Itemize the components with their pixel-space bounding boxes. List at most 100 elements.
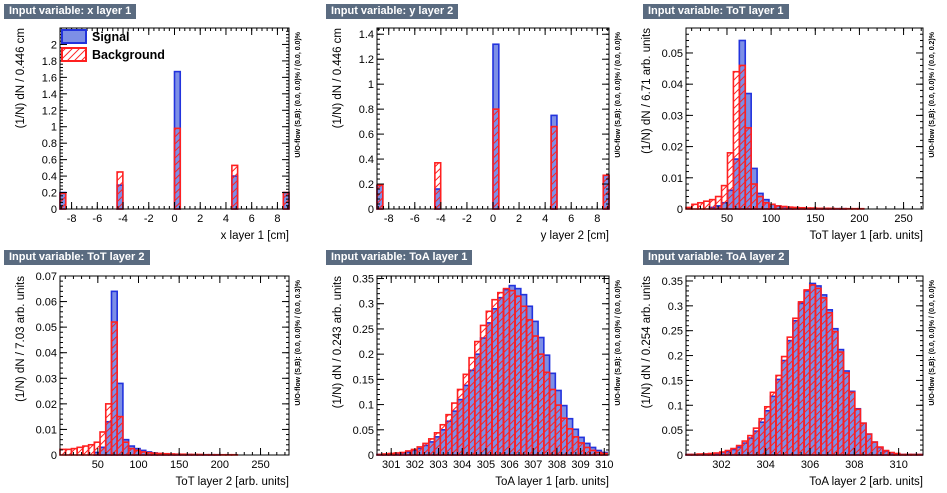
background-bar xyxy=(859,422,867,456)
y-tick-label: 1.2 xyxy=(359,54,374,66)
background-bar xyxy=(64,448,73,456)
y-tick-label: 0.2 xyxy=(42,188,57,200)
x-tick-label: 2 xyxy=(516,213,522,225)
background-bar xyxy=(820,297,828,456)
panel-title-tot-layer-1: Input variable: ToT layer 1 xyxy=(643,4,789,19)
background-bar xyxy=(732,70,741,210)
y-tick-label: 0.4 xyxy=(359,154,374,166)
background-bar xyxy=(769,391,777,456)
background-bar xyxy=(93,441,101,456)
x-tick-label: 50 xyxy=(721,213,733,225)
x-tick-label: 2 xyxy=(197,213,203,225)
x-tick-label: 6 xyxy=(249,213,255,225)
background-bar xyxy=(750,183,758,210)
y-tick-label: 0.02 xyxy=(662,142,683,154)
panel-title-y-layer-2: Input variable: y layer 2 xyxy=(326,4,459,19)
x-tick-label: -4 xyxy=(436,213,446,225)
background-bar xyxy=(577,442,585,456)
legend: Signal Background xyxy=(61,29,165,62)
y-tick-label: 1.4 xyxy=(42,89,57,101)
background-bar xyxy=(116,171,124,210)
background-bar xyxy=(439,423,447,456)
background-bar xyxy=(116,415,124,456)
x-tick-label: 301 xyxy=(382,459,400,471)
background-bar xyxy=(99,431,107,456)
y-tick-label: 1 xyxy=(51,122,57,134)
background-bar xyxy=(752,427,760,456)
background-bar xyxy=(848,391,856,456)
y-tick-label: 1 xyxy=(368,79,374,91)
background-bar xyxy=(133,449,141,456)
plot-frame xyxy=(685,27,924,210)
x-tick-label: 100 xyxy=(762,213,780,225)
background-bar xyxy=(865,433,873,456)
x-tick-label: 304 xyxy=(453,459,471,471)
y-tick-label: 0 xyxy=(368,450,374,462)
y-tick-label: 0.04 xyxy=(662,79,683,91)
y-tick-label: 1.8 xyxy=(42,56,57,68)
background-bar xyxy=(747,434,755,456)
background-bar xyxy=(531,335,539,456)
y-axis-label: (1/N) dN / 0.254 arb. units xyxy=(641,276,653,409)
x-tick-label: 306 xyxy=(801,459,819,471)
background-bar xyxy=(853,408,862,456)
background-bar xyxy=(433,432,442,456)
legend-background-swatch xyxy=(61,47,87,62)
x-axis-label: x layer 1 [cm] xyxy=(221,230,289,242)
overflow-label: U/O-flow (S,B): (0.0, 0.0)% / (0.0, 0.2)… xyxy=(929,31,936,157)
y-tick-label: 0.05 xyxy=(662,48,683,60)
background-bar xyxy=(502,287,511,456)
x-axis-label: ToT layer 1 [arb. units] xyxy=(809,230,923,242)
background-bar xyxy=(231,164,239,210)
background-bar xyxy=(780,355,789,456)
x-tick-label: -8 xyxy=(384,213,394,225)
x-tick-label: -4 xyxy=(118,213,128,225)
y-tick-label: 0.2 xyxy=(668,351,683,363)
overflow-label: U/O-flow (S,B): (0.0, 0.0)% / (0.0, 0.0)… xyxy=(929,279,936,405)
background-bar xyxy=(797,301,805,456)
y-tick-label: 0.03 xyxy=(662,110,683,122)
y-tick-label: 0.07 xyxy=(36,271,57,283)
background-bar xyxy=(548,388,557,456)
background-bar xyxy=(122,441,130,456)
y-tick-label: 0.8 xyxy=(42,138,57,150)
x-tick-label: 150 xyxy=(170,459,188,471)
chart-panel-4: 50 100 150 200 250 0 0.01 0.02 0.03 0.04 0.05 0.06 0… xyxy=(15,271,302,488)
background-bar xyxy=(416,446,424,456)
y-tick-label: 0 xyxy=(51,204,57,216)
legend-background-label: Background xyxy=(92,48,165,62)
x-tick-label: 308 xyxy=(548,459,566,471)
background-bar xyxy=(550,125,558,210)
background-bar xyxy=(492,108,500,210)
background-bar xyxy=(744,127,752,210)
y-tick-label: 0.1 xyxy=(359,400,374,412)
background-bar xyxy=(537,353,545,456)
background-bar xyxy=(82,445,90,456)
overflow-label: U/O-flow (S,B): (0.0, 0.0)% / (0.0, 0.0)… xyxy=(615,279,622,405)
background-bar xyxy=(110,321,118,456)
background-bar xyxy=(468,356,476,456)
background-bar xyxy=(462,373,470,456)
background-bar xyxy=(508,289,516,456)
background-bar xyxy=(514,295,522,456)
background-bar xyxy=(691,203,699,210)
y-tick-label: 1.4 xyxy=(359,29,374,41)
x-tick-label: 200 xyxy=(211,459,229,471)
y-axis-label: (1/N) dN / 7.03 arb. units xyxy=(15,276,27,402)
y-tick-label: 0.06 xyxy=(36,297,57,309)
x-tick-label: 100 xyxy=(129,459,147,471)
x-tick-label: 250 xyxy=(894,213,912,225)
chart-panel-5: 301 302 303 304 305 306 307 308 309 310 0 0.05 0.1 0.… xyxy=(332,274,622,488)
background-bar xyxy=(842,372,850,456)
chart-panel-2: -8 -6 -4 -2 0 2 4 6 8 0 0.2 0.4 0.6 0.8 1 1.2 1.4 y layer… xyxy=(332,27,622,242)
y-tick-label: 1.6 xyxy=(42,72,57,84)
background-bar xyxy=(763,405,772,456)
x-tick-label: 309 xyxy=(571,459,589,471)
background-bar xyxy=(445,413,453,456)
y-tick-label: 0.25 xyxy=(662,326,683,338)
x-tick-label: 307 xyxy=(524,459,542,471)
background-bar xyxy=(404,450,413,456)
background-bar xyxy=(173,127,182,210)
overflow-label: U/O-flow (S,B): (0.0, 0.0)% / (0.0, 0.3)… xyxy=(295,279,302,405)
chart-panel-1: -8 -6 -4 -2 0 2 4 6 8 0 0.2 0.4 0.6 0.8 1 1.2 1.4 1.6 1.8 2… xyxy=(15,27,302,242)
